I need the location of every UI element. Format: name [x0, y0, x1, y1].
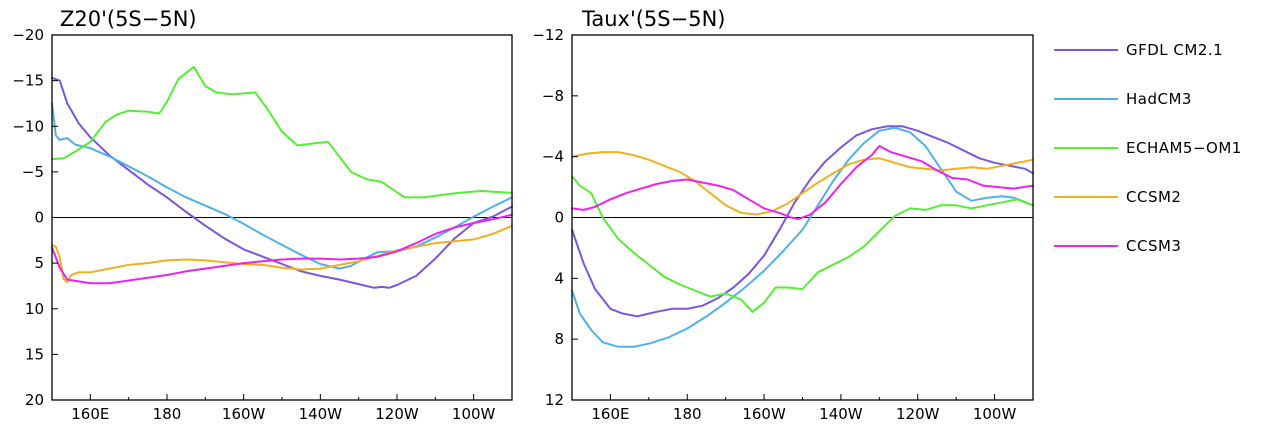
y-tick-label: −15: [12, 72, 44, 90]
legend-label: CCSM3: [1126, 237, 1181, 255]
chart-title: Taux'(5S−5N): [581, 7, 725, 31]
series-line-1: [51, 102, 513, 270]
x-tick-label: 140W: [819, 405, 863, 423]
legend-label: GFDL CM2.1: [1126, 41, 1223, 59]
series-line-2: [51, 65, 513, 199]
series-line-2: [571, 175, 1034, 313]
legend-label: CCSM2: [1126, 188, 1181, 206]
x-tick-label: 160E: [591, 405, 629, 423]
legend-label: ECHAM5−OM1: [1126, 139, 1242, 157]
x-tick-label: 160W: [222, 405, 266, 423]
series-line-4: [51, 213, 513, 285]
series-line-3: [51, 224, 513, 284]
y-tick-label: 8: [554, 330, 564, 348]
y-tick-label: 10: [25, 300, 44, 318]
y-tick-label: −10: [12, 117, 44, 135]
x-tick-label: 180: [153, 405, 182, 423]
y-tick-label: 12: [545, 391, 564, 409]
panel-z20: Z20'(5S−5N) −20 −15 −10 −5 0 5 10 15 20 160E 180 16…: [12, 7, 513, 423]
x-tick-label: 180: [673, 405, 702, 423]
series-line-0: [571, 125, 1034, 318]
y-tick-label: 15: [25, 345, 44, 363]
y-tick-label: 5: [34, 254, 44, 272]
series-line-1: [571, 126, 1034, 348]
x-tick-label: 120W: [375, 405, 419, 423]
x-tick-label: 160W: [742, 405, 786, 423]
y-tick-label: 20: [25, 391, 44, 409]
x-tick-label: 100W: [452, 405, 496, 423]
y-tick-label: 0: [34, 209, 44, 227]
y-tick-label: −4: [542, 148, 564, 166]
series-line-3: [571, 151, 1034, 216]
y-tick-label: −20: [12, 26, 44, 44]
x-tick-label: 100W: [973, 405, 1017, 423]
x-tick-label: 120W: [896, 405, 940, 423]
panel-taux: Taux'(5S−5N) −12 −8 −4 0 4 8 12 160E 180 160W 140W…: [532, 7, 1034, 423]
y-tick-label: −5: [22, 163, 44, 181]
y-tick-label: −8: [542, 87, 564, 105]
series-line-0: [51, 76, 513, 289]
y-tick-label: 0: [554, 209, 564, 227]
x-tick-label: 140W: [299, 405, 343, 423]
y-tick-label: 4: [554, 269, 564, 287]
series-line-4: [571, 145, 1034, 220]
legend: GFDL CM2.1 HadCM3 ECHAM5−OM1 CCSM2 CCSM3: [1054, 41, 1242, 255]
y-tick-label: −12: [532, 26, 564, 44]
legend-label: HadCM3: [1126, 90, 1192, 108]
x-tick-label: 160E: [71, 405, 109, 423]
chart-title: Z20'(5S−5N): [60, 7, 197, 31]
